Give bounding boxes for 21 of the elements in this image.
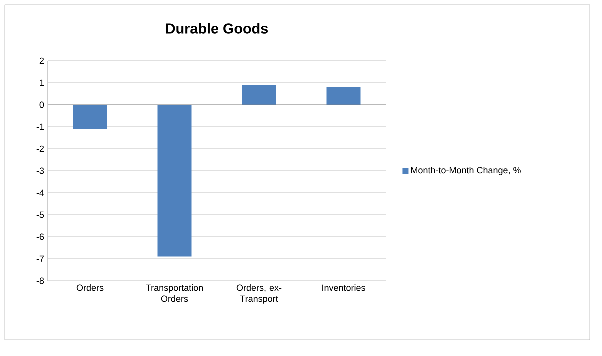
bar <box>73 105 108 130</box>
x-tick-label: Inventories <box>322 284 366 292</box>
y-tick-label: -7 <box>36 256 44 262</box>
y-tick-label: -4 <box>36 190 44 196</box>
bar <box>242 85 276 105</box>
y-tick-label: 1 <box>40 80 44 86</box>
x-tick-label: Orders, ex-Transport <box>236 284 282 304</box>
y-tick-label: -1 <box>36 124 44 130</box>
legend-label: Month-to-Month Change, % <box>411 166 521 176</box>
y-tick-label: -6 <box>36 234 44 240</box>
y-tick-label: 2 <box>40 58 44 64</box>
y-tick-label: -2 <box>36 146 44 152</box>
y-tick-label: -3 <box>36 168 44 174</box>
x-tick-label: Orders <box>76 284 104 292</box>
bar <box>326 87 361 105</box>
x-tick-label: Transportation Orders <box>146 284 204 302</box>
y-tick-label: 0 <box>40 102 44 108</box>
y-tick-label: -8 <box>36 278 44 284</box>
chart-title: Durable Goods <box>166 23 268 34</box>
y-tick-label: -5 <box>36 212 44 218</box>
bar <box>158 105 192 257</box>
